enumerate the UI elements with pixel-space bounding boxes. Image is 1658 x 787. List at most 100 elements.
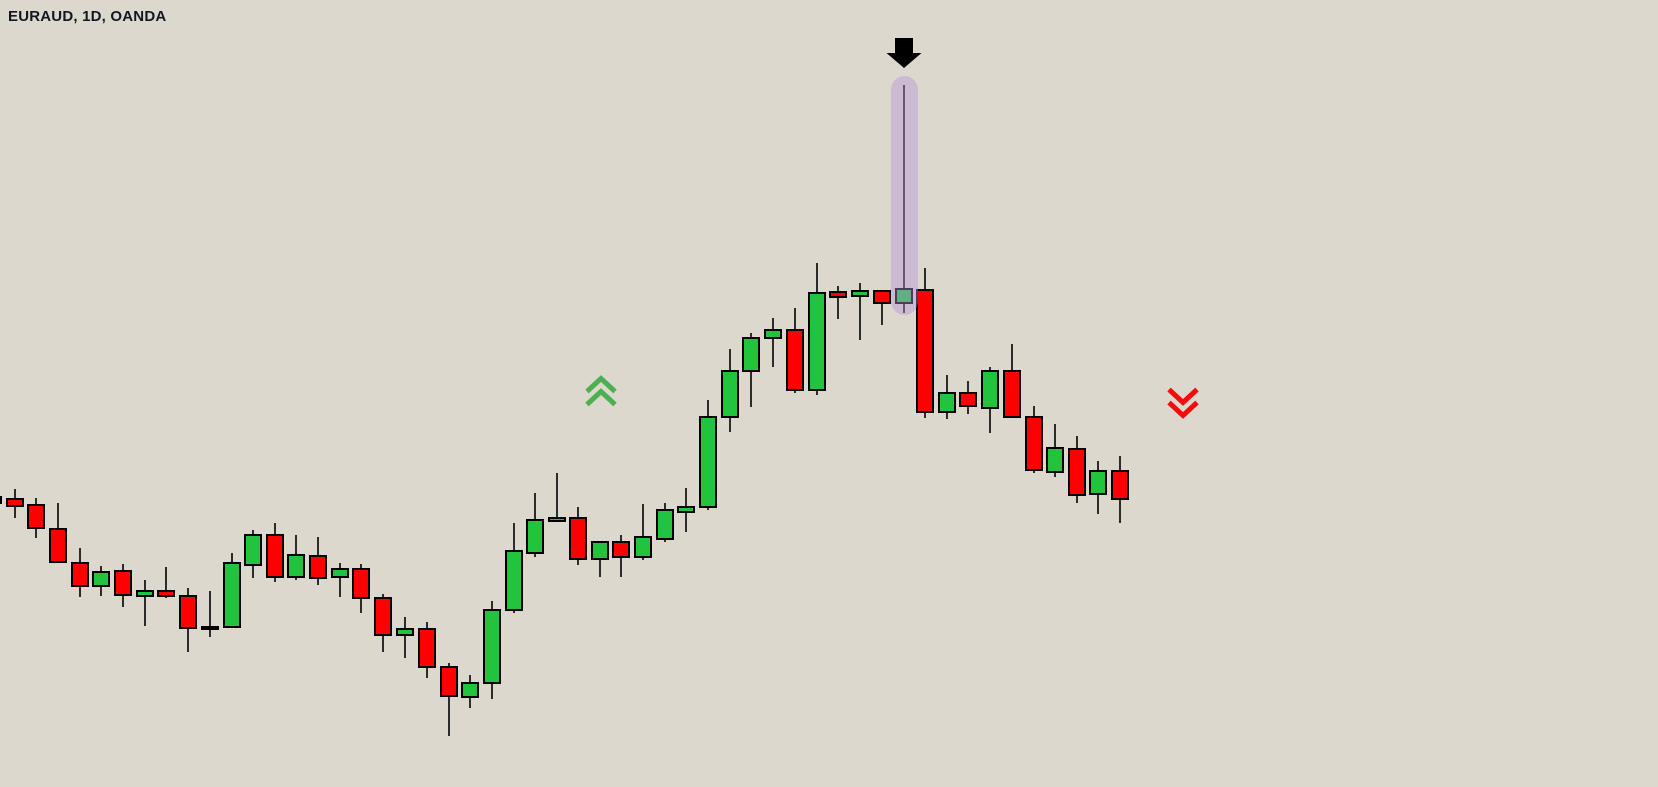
candle-down[interactable] [916, 268, 934, 418]
candle-body [244, 534, 262, 566]
candle-body [1025, 416, 1043, 471]
candle-body [331, 568, 349, 578]
candles-layer [0, 85, 1129, 736]
candle-body [461, 682, 479, 698]
down-arrow-icon[interactable] [886, 38, 922, 68]
candle-down[interactable] [27, 498, 45, 538]
chevron-down-icon[interactable] [1167, 387, 1199, 419]
candle-body [1003, 370, 1021, 418]
candle-body [959, 392, 977, 407]
candle-doji[interactable] [201, 591, 219, 637]
candle-down[interactable] [569, 507, 587, 565]
candle-body [396, 628, 414, 636]
candle-body [829, 291, 847, 298]
candle-body [938, 392, 956, 413]
candle-down[interactable] [6, 489, 24, 518]
candle-up[interactable] [505, 523, 523, 613]
candle-down[interactable] [959, 381, 977, 414]
chevron-up-icon-arm [585, 375, 617, 394]
candle-up[interactable] [526, 493, 544, 557]
candle-up[interactable] [244, 530, 262, 578]
chevron-up-icon[interactable] [585, 375, 617, 407]
candle-body [440, 666, 458, 697]
candle-down[interactable] [612, 535, 630, 577]
candle-body [873, 290, 891, 304]
candle-down[interactable] [309, 537, 327, 585]
candle-down[interactable] [374, 594, 392, 652]
candle-body [656, 509, 674, 540]
candle-body [114, 570, 132, 596]
chevron-up-icon-arm [585, 388, 617, 407]
candle-body [136, 590, 154, 597]
candle-up[interactable] [1089, 461, 1107, 514]
chevron-down-icon-arm [1167, 400, 1199, 419]
candle-body [418, 628, 436, 668]
symbol-title: EURAUD, 1D, OANDA [8, 8, 167, 25]
candle-body [1046, 447, 1064, 473]
candle-up[interactable] [699, 400, 717, 510]
candle-down[interactable] [352, 564, 370, 613]
candle-down[interactable] [1068, 436, 1086, 503]
candle-up[interactable] [287, 535, 305, 580]
candle-down[interactable] [418, 622, 436, 678]
candle-body [742, 337, 760, 372]
candle-up[interactable] [981, 367, 999, 433]
candle-up[interactable] [808, 263, 826, 395]
candle-up[interactable] [656, 503, 674, 542]
candle-up[interactable] [721, 349, 739, 432]
candle-body [157, 590, 175, 597]
candle-body [764, 329, 782, 339]
candle-down[interactable] [829, 286, 847, 319]
candle-down[interactable] [179, 588, 197, 652]
candle-body [266, 534, 284, 578]
candle-body [808, 292, 826, 391]
candle-up[interactable] [851, 283, 869, 340]
candle-up[interactable] [895, 85, 913, 313]
candle-down[interactable] [1003, 344, 1021, 418]
candle-down[interactable] [49, 503, 67, 563]
candle-body [6, 498, 24, 507]
candle-up[interactable] [764, 318, 782, 367]
candle-body [1111, 470, 1129, 500]
candle-down[interactable] [440, 663, 458, 736]
candle-down[interactable] [786, 308, 804, 393]
candle-down[interactable] [266, 523, 284, 582]
candle-up[interactable] [1046, 424, 1064, 477]
candle-body [569, 517, 587, 560]
candle-body [179, 595, 197, 629]
candle-body [49, 528, 67, 563]
candle-down[interactable] [114, 564, 132, 607]
candle-body [309, 555, 327, 579]
candle-up[interactable] [483, 601, 501, 699]
candle-body [27, 504, 45, 529]
candle-up[interactable] [677, 488, 695, 532]
candle-body [1068, 448, 1086, 496]
candle-body [591, 541, 609, 560]
highlight-zone[interactable] [891, 76, 918, 315]
candle-up[interactable] [92, 566, 110, 596]
candle-up[interactable] [591, 541, 609, 577]
candle-up[interactable] [548, 473, 566, 522]
candle-up[interactable] [461, 675, 479, 708]
candle-up[interactable] [938, 375, 956, 419]
candle-up[interactable] [396, 617, 414, 658]
candle-down[interactable] [71, 548, 89, 597]
candle-down[interactable] [873, 290, 891, 325]
candle-up[interactable] [136, 580, 154, 626]
candle-body [895, 288, 913, 304]
candle-up[interactable] [331, 563, 349, 597]
candle-down[interactable] [157, 567, 175, 598]
candle-body [483, 609, 501, 684]
candle-body [548, 517, 566, 522]
candle-up[interactable] [742, 333, 760, 407]
candle-down[interactable] [1025, 406, 1043, 473]
candle-down[interactable] [0, 496, 2, 504]
candle-up[interactable] [223, 553, 241, 628]
candle-down[interactable] [1111, 456, 1129, 523]
chevron-down-icon-arm [1167, 387, 1199, 406]
candle-up[interactable] [634, 504, 652, 560]
candle-body [505, 550, 523, 611]
candle-body [0, 496, 2, 504]
candle-body [352, 568, 370, 599]
